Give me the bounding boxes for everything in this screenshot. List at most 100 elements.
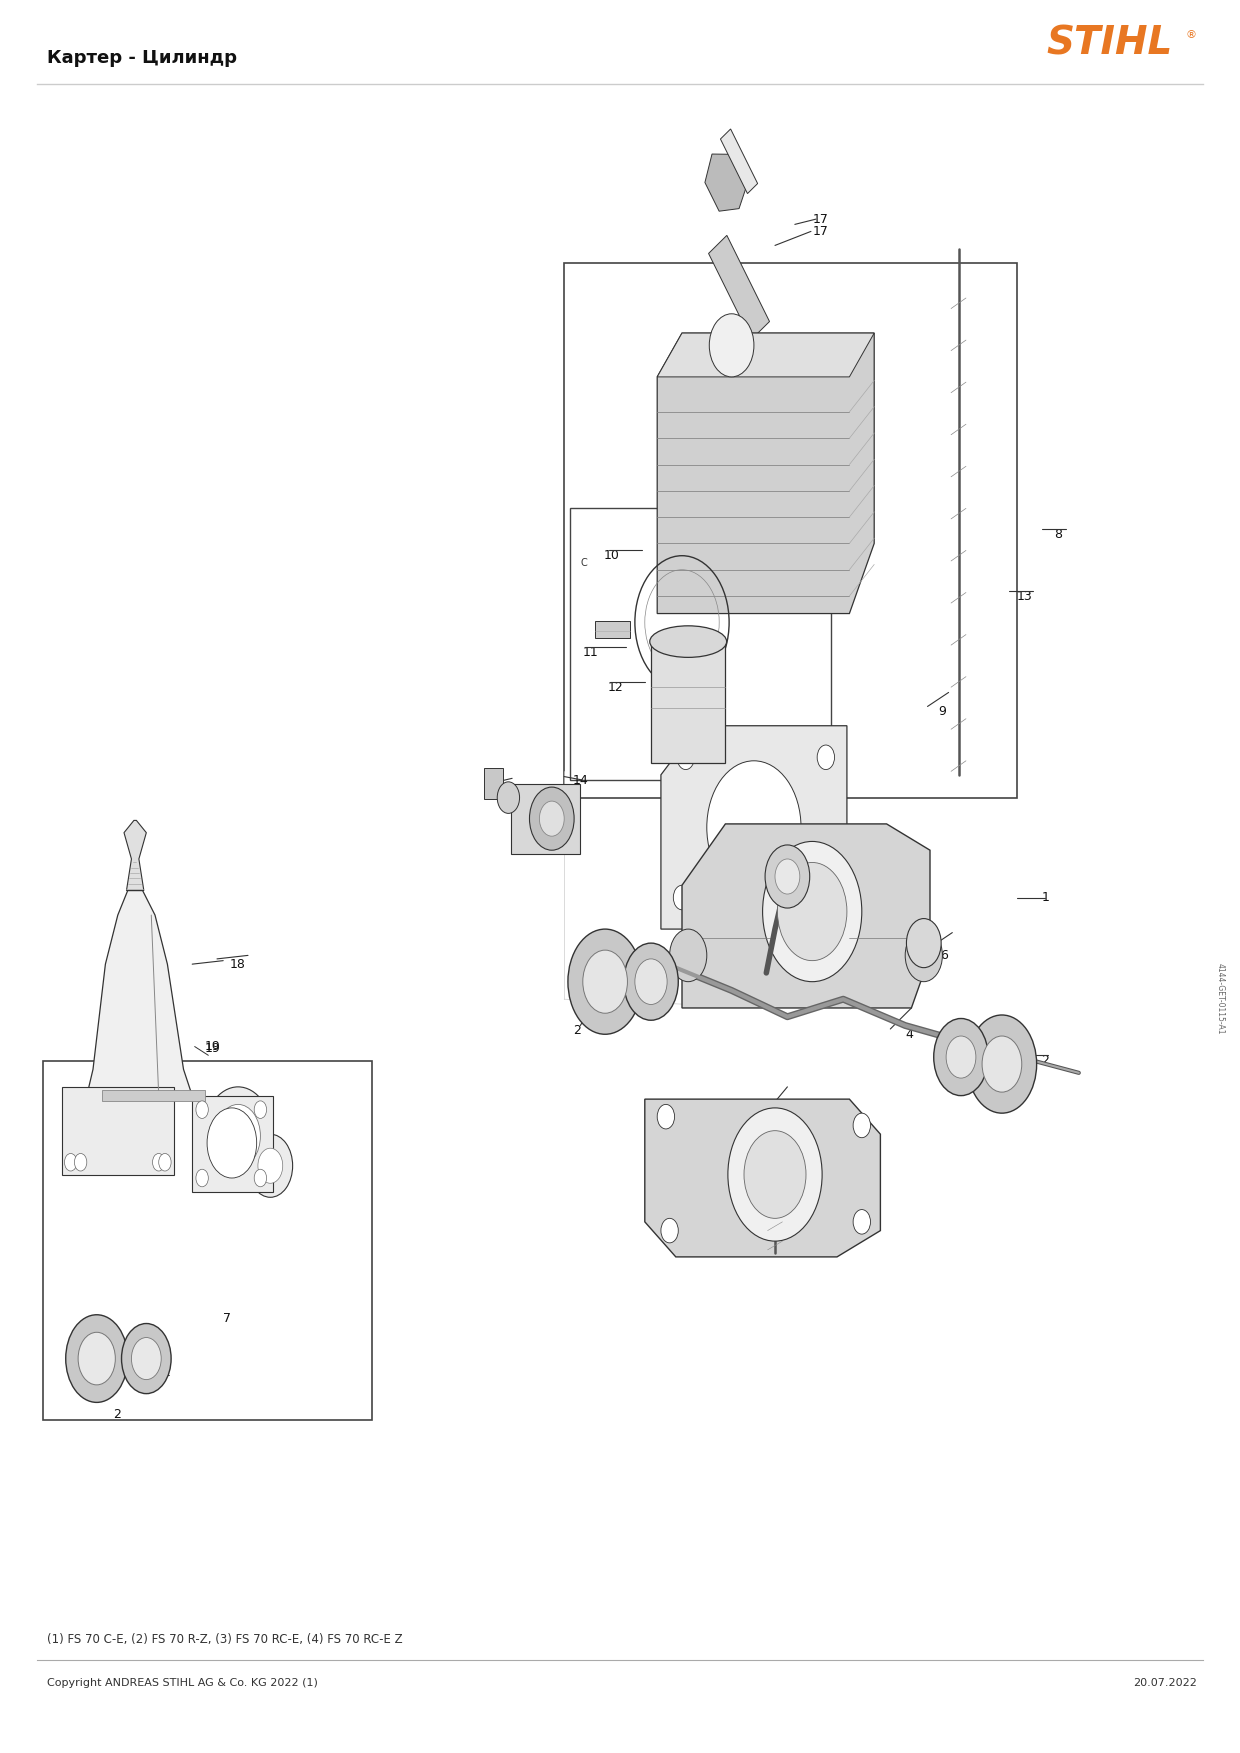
Bar xyxy=(43,1061,372,1420)
Polygon shape xyxy=(87,891,192,1096)
Circle shape xyxy=(946,1036,976,1078)
Circle shape xyxy=(539,801,564,836)
Circle shape xyxy=(728,1108,822,1241)
Circle shape xyxy=(203,1087,273,1185)
Circle shape xyxy=(66,1315,128,1402)
Circle shape xyxy=(906,919,941,968)
Circle shape xyxy=(254,1169,267,1187)
Text: 15: 15 xyxy=(552,801,568,815)
Text: 6: 6 xyxy=(940,948,947,962)
Text: 11: 11 xyxy=(583,645,599,659)
Circle shape xyxy=(196,1101,208,1118)
Bar xyxy=(651,643,725,763)
Text: Картер - Цилиндр: Картер - Цилиндр xyxy=(47,49,237,67)
Circle shape xyxy=(254,1101,267,1118)
Text: ®: ® xyxy=(1185,30,1197,40)
Circle shape xyxy=(853,1113,870,1138)
Circle shape xyxy=(677,745,694,770)
Text: 17: 17 xyxy=(812,212,828,226)
Bar xyxy=(564,263,1017,798)
Circle shape xyxy=(196,1169,208,1187)
Text: 2: 2 xyxy=(162,1366,170,1380)
Circle shape xyxy=(673,885,691,910)
Text: 2: 2 xyxy=(573,1024,580,1038)
Text: 17: 17 xyxy=(812,224,828,238)
Circle shape xyxy=(216,1104,260,1167)
Circle shape xyxy=(982,1036,1022,1092)
Circle shape xyxy=(74,1153,87,1171)
Bar xyxy=(720,130,758,193)
Circle shape xyxy=(967,1015,1037,1113)
Text: 5: 5 xyxy=(701,1141,708,1155)
Text: 13: 13 xyxy=(769,1203,785,1217)
Text: 20.07.2022: 20.07.2022 xyxy=(1132,1678,1197,1688)
Circle shape xyxy=(853,1210,870,1234)
Circle shape xyxy=(583,950,627,1013)
Text: 18: 18 xyxy=(229,957,246,971)
Polygon shape xyxy=(657,333,874,377)
Polygon shape xyxy=(682,824,930,1008)
Circle shape xyxy=(661,1218,678,1243)
Text: (1) FS 70 C-E, (2) FS 70 R-Z, (3) FS 70 RC-E, (4) FS 70 RC-E Z: (1) FS 70 C-E, (2) FS 70 R-Z, (3) FS 70 … xyxy=(47,1632,403,1646)
Circle shape xyxy=(763,841,862,982)
Text: STIHL: STIHL xyxy=(1047,25,1173,63)
Circle shape xyxy=(707,761,801,894)
Circle shape xyxy=(709,314,754,377)
Bar xyxy=(708,235,770,340)
Text: 13: 13 xyxy=(1017,589,1033,603)
Circle shape xyxy=(122,1324,171,1394)
Polygon shape xyxy=(704,154,748,210)
Text: 4: 4 xyxy=(905,1027,913,1041)
Circle shape xyxy=(131,1338,161,1380)
Text: C: C xyxy=(580,557,587,568)
Circle shape xyxy=(777,862,847,961)
Circle shape xyxy=(497,782,520,813)
Text: 8: 8 xyxy=(1054,528,1061,542)
Polygon shape xyxy=(657,333,874,614)
Circle shape xyxy=(813,876,831,901)
Circle shape xyxy=(635,959,667,1004)
Circle shape xyxy=(657,1104,675,1129)
Circle shape xyxy=(744,1131,806,1218)
Bar xyxy=(595,621,630,638)
Circle shape xyxy=(670,929,707,982)
Text: 7: 7 xyxy=(223,1311,231,1325)
Text: Copyright ANDREAS STIHL AG & Co. KG 2022 (1): Copyright ANDREAS STIHL AG & Co. KG 2022… xyxy=(47,1678,317,1688)
Circle shape xyxy=(624,943,678,1020)
Bar xyxy=(484,768,503,799)
Bar xyxy=(62,1087,174,1175)
Circle shape xyxy=(934,1018,988,1096)
Circle shape xyxy=(775,859,800,894)
Polygon shape xyxy=(661,726,847,929)
Polygon shape xyxy=(645,1099,880,1257)
Bar xyxy=(511,784,580,854)
Text: 14: 14 xyxy=(573,773,589,787)
Circle shape xyxy=(905,929,942,982)
Circle shape xyxy=(529,787,574,850)
Circle shape xyxy=(765,845,810,908)
Text: 19: 19 xyxy=(205,1040,221,1054)
Circle shape xyxy=(64,1153,77,1171)
Circle shape xyxy=(207,1108,257,1178)
Text: 3: 3 xyxy=(769,1115,776,1129)
Circle shape xyxy=(568,929,642,1034)
Text: 16: 16 xyxy=(487,777,503,791)
Polygon shape xyxy=(124,820,146,891)
Text: 4144-GET-0115-A1: 4144-GET-0115-A1 xyxy=(1215,964,1225,1034)
Text: 19: 19 xyxy=(205,1041,221,1055)
Circle shape xyxy=(78,1332,115,1385)
Circle shape xyxy=(258,1148,283,1183)
Text: 9: 9 xyxy=(939,705,946,719)
Circle shape xyxy=(159,1153,171,1171)
Text: 2: 2 xyxy=(113,1408,120,1422)
Circle shape xyxy=(153,1153,165,1171)
Text: 10: 10 xyxy=(604,549,620,563)
Text: 7: 7 xyxy=(732,848,739,862)
Text: 2: 2 xyxy=(1042,1054,1049,1068)
Text: 1: 1 xyxy=(1042,891,1049,905)
Bar xyxy=(570,508,831,780)
Bar xyxy=(192,1096,273,1192)
Ellipse shape xyxy=(650,626,727,657)
Circle shape xyxy=(248,1134,293,1197)
Bar xyxy=(102,1090,205,1101)
